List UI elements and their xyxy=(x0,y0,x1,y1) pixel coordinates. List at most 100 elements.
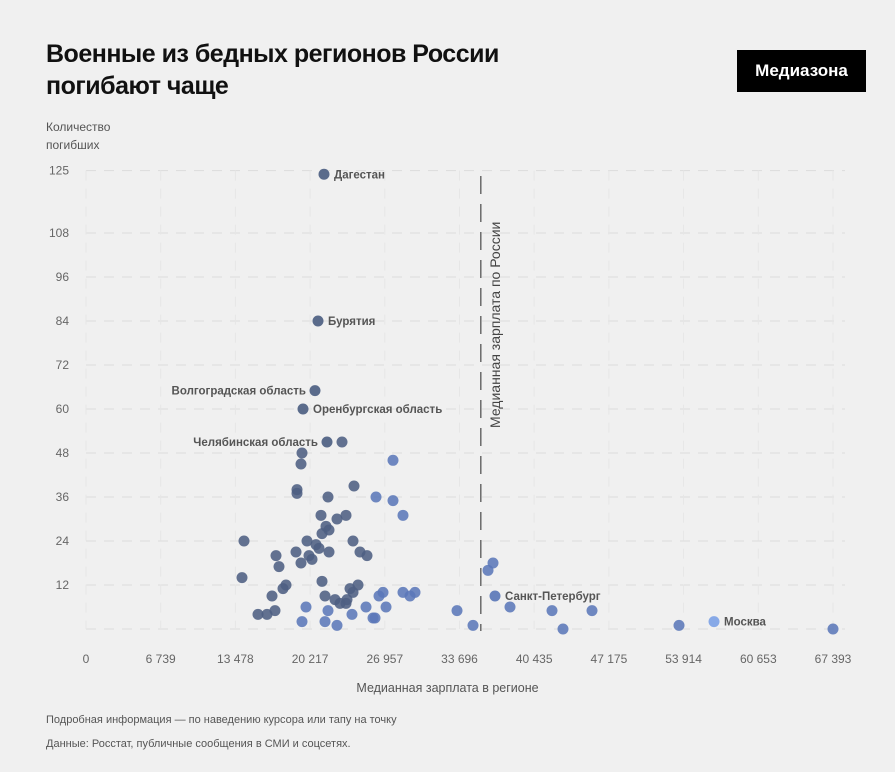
y-ticks: 125 108 96 84 72 60 48 36 24 12 xyxy=(49,164,69,592)
data-point-labeled xyxy=(309,385,321,397)
data-point xyxy=(266,590,278,602)
x-tick-label: 33 696 xyxy=(441,652,478,666)
data-point xyxy=(273,561,285,573)
data-point xyxy=(504,601,516,613)
data-point-labeled xyxy=(312,315,324,327)
data-point xyxy=(306,553,318,565)
data-point xyxy=(546,605,558,617)
point-label: Челябинская область xyxy=(193,437,318,449)
data-point-labeled xyxy=(708,616,720,628)
title-line-1: Военные из бедных регионов России xyxy=(46,40,499,68)
data-point xyxy=(291,487,303,499)
data-point xyxy=(482,564,494,576)
data-point xyxy=(341,594,353,606)
data-point xyxy=(347,586,359,598)
y-tick-label: 96 xyxy=(56,270,70,284)
data-point xyxy=(322,491,334,503)
data-point xyxy=(340,509,352,521)
point-label: Оренбургская область xyxy=(313,404,442,416)
data-point xyxy=(387,454,399,466)
data-point-labeled xyxy=(297,403,309,415)
x-tick-label: 53 914 xyxy=(665,652,702,666)
data-point xyxy=(336,436,348,448)
data-point xyxy=(322,605,334,617)
point-labels: Дагестан Бурятия Волгоградская область Орен… xyxy=(172,169,767,628)
y-axis-title: Количество погибших xyxy=(46,120,111,152)
data-point xyxy=(323,546,335,558)
data-point xyxy=(377,586,389,598)
data-point xyxy=(270,550,282,562)
y-tick-label: 36 xyxy=(56,490,70,504)
x-tick-label: 26 957 xyxy=(366,652,403,666)
data-point xyxy=(295,458,307,470)
reference-line: Медианная зарплата по России xyxy=(480,176,503,631)
x-tick-label: 0 xyxy=(83,652,90,666)
data-point xyxy=(451,605,463,617)
y-tick-label: 48 xyxy=(56,446,70,460)
data-point xyxy=(316,528,328,540)
data-point-labeled xyxy=(321,436,333,448)
point-label: Дагестан xyxy=(334,169,385,181)
data-point xyxy=(397,509,409,521)
data-source: Данные: Росстат, публичные сообщения в С… xyxy=(46,738,351,750)
x-axis-title: Медианная зарплата в регионе xyxy=(356,681,539,695)
data-point xyxy=(380,601,392,613)
data-point xyxy=(331,513,343,525)
data-point xyxy=(290,546,302,558)
data-point-labeled xyxy=(318,168,330,180)
y-tick-label: 108 xyxy=(49,226,69,240)
data-point xyxy=(827,623,839,635)
y-tick-label: 72 xyxy=(56,358,70,372)
data-point xyxy=(236,572,248,584)
data-point xyxy=(295,557,307,569)
data-point xyxy=(346,608,358,620)
data-point xyxy=(467,619,479,631)
y-tick-label: 84 xyxy=(56,314,70,328)
data-point xyxy=(361,550,373,562)
x-ticks: 0 6 739 13 478 20 217 26 957 33 696 40 435 47 1… xyxy=(83,652,852,666)
x-tick-label: 40 435 xyxy=(516,652,553,666)
data-point-labeled xyxy=(489,590,501,602)
data-point xyxy=(296,616,308,628)
title-line-2: погибают чаще xyxy=(46,72,229,100)
y-tick-label: 12 xyxy=(56,578,70,592)
data-point xyxy=(296,447,308,459)
point-label: Волгоградская область xyxy=(172,386,306,398)
median-russia-label: Медианная зарплата по России xyxy=(487,222,503,428)
x-tick-label: 13 478 xyxy=(217,652,254,666)
data-point xyxy=(269,605,281,617)
data-point xyxy=(319,590,331,602)
data-point xyxy=(300,601,312,613)
data-point xyxy=(347,535,359,547)
data-point xyxy=(409,586,421,598)
data-point xyxy=(557,623,569,635)
mediazona-logo[interactable]: Медиазона xyxy=(737,50,866,92)
y-tick-label: 24 xyxy=(56,534,70,548)
chart-title: Военные из бедных регионов России погиба… xyxy=(46,38,606,102)
point-label: Санкт-Петербург xyxy=(505,591,601,603)
data-point xyxy=(238,535,250,547)
data-point xyxy=(360,601,372,613)
x-tick-label: 60 653 xyxy=(740,652,777,666)
data-point xyxy=(348,480,360,492)
y-tick-label: 60 xyxy=(56,402,70,416)
data-point xyxy=(315,509,327,521)
data-point xyxy=(370,491,382,503)
data-point xyxy=(277,583,289,595)
grid xyxy=(85,170,845,630)
data-point xyxy=(316,575,328,587)
data-point xyxy=(313,542,325,554)
point-label: Бурятия xyxy=(328,316,375,328)
data-point xyxy=(301,535,313,547)
y-tick-label: 125 xyxy=(49,164,69,178)
data-point xyxy=(252,608,264,620)
data-point xyxy=(586,605,598,617)
x-tick-label: 20 217 xyxy=(292,652,329,666)
x-tick-label: 47 175 xyxy=(591,652,628,666)
data-point xyxy=(369,612,381,624)
x-tick-label: 67 393 xyxy=(815,652,852,666)
point-label: Москва xyxy=(724,617,767,629)
x-tick-label: 6 739 xyxy=(146,652,176,666)
data-points xyxy=(236,168,839,635)
